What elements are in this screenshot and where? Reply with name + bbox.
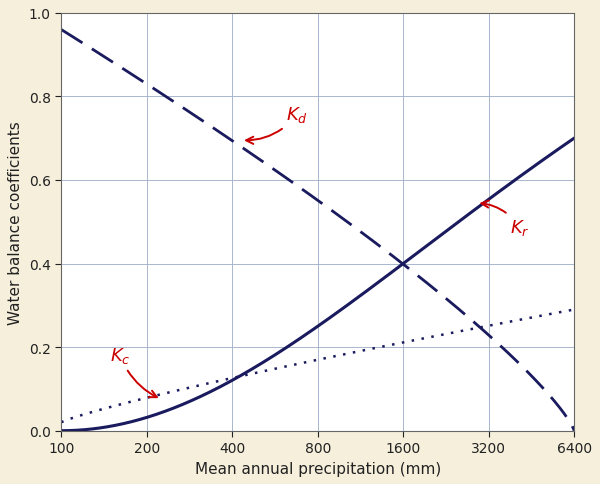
Text: $K_c$: $K_c$ xyxy=(110,346,157,397)
Y-axis label: Water balance coefficients: Water balance coefficients xyxy=(8,121,23,324)
X-axis label: Mean annual precipitation (mm): Mean annual precipitation (mm) xyxy=(194,461,441,476)
Text: $K_r$: $K_r$ xyxy=(481,201,529,238)
Text: $K_d$: $K_d$ xyxy=(246,105,308,145)
